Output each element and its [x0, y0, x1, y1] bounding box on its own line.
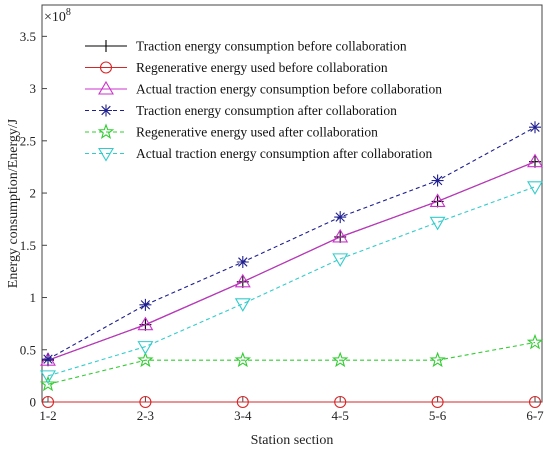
data-point	[234, 298, 251, 312]
y-multiplier: ×108	[44, 7, 71, 25]
data-point	[137, 316, 154, 331]
data-point	[139, 395, 152, 409]
data-point	[527, 153, 543, 168]
data-point	[429, 216, 446, 231]
legend-label: Actual traction energy consumption after…	[136, 146, 433, 161]
legend-item: Traction energy consumption before colla…	[85, 39, 407, 54]
series-line	[47, 161, 536, 361]
data-point	[332, 253, 349, 267]
data-point	[236, 256, 249, 269]
data-point	[429, 351, 446, 368]
data-point	[529, 121, 541, 134]
legend-item: Actual traction energy consumption befor…	[85, 80, 442, 97]
x-tick-label: 1-2	[39, 408, 56, 423]
data-point	[139, 298, 152, 311]
data-point	[528, 395, 542, 409]
series-4	[42, 121, 541, 366]
y-axis-title: Energy consumption/Energy/J	[6, 118, 21, 288]
data-point	[40, 370, 56, 384]
data-point	[234, 351, 251, 368]
series-5	[39, 333, 544, 392]
x-tick-label: 5-6	[429, 408, 447, 423]
legend-item: Actual traction energy consumption after…	[85, 146, 433, 162]
data-point	[42, 353, 54, 366]
series-line	[47, 186, 536, 377]
y-tick-label: 1	[30, 290, 37, 305]
axis-ticks: 1-2 2-3 3-4 4-5 5-6 6-7 0 0.5 1 1.5 2 2.5 3 3.5	[20, 29, 544, 423]
data-point	[527, 181, 543, 195]
data-point	[137, 351, 154, 368]
data-point	[332, 351, 349, 368]
legend-marker	[100, 104, 112, 117]
y-multiplier-exponent: 8	[66, 7, 71, 18]
x-tick-label: 4-5	[332, 408, 349, 423]
legend-marker	[99, 61, 113, 74]
legend-marker	[97, 123, 115, 139]
y-tick-label: 3.5	[20, 29, 36, 44]
data-point	[429, 193, 446, 207]
legend-label: Regenerative energy used before collabor…	[136, 60, 388, 75]
legend-marker	[98, 80, 114, 95]
legend-label: Traction energy consumption before colla…	[136, 39, 407, 54]
y-tick-label: 0	[30, 395, 37, 410]
data-point	[334, 395, 347, 409]
data-point	[234, 273, 251, 288]
x-tick-label: 3-4	[234, 408, 252, 423]
data-point	[332, 228, 349, 243]
x-tick-label: 6-7	[526, 408, 544, 423]
y-tick-label: 1.5	[20, 238, 36, 253]
legend-label: Traction energy consumption after collab…	[136, 103, 397, 118]
x-tick-label: 2-3	[137, 408, 154, 423]
series-6	[40, 181, 543, 384]
series-line	[47, 341, 536, 385]
series-line	[47, 126, 536, 360]
y-multiplier-base: ×10	[44, 10, 66, 25]
legend-label: Regenerative energy used after collabora…	[136, 125, 378, 140]
data-point	[236, 395, 249, 409]
y-tick-label: 0.5	[20, 342, 36, 357]
legend-item: Regenerative energy used before collabor…	[85, 60, 388, 75]
series-layer	[39, 121, 544, 409]
legend-marker	[98, 147, 114, 162]
legend-item: Traction energy consumption after collab…	[85, 103, 397, 118]
data-point	[431, 174, 444, 187]
x-axis-title: Station section	[251, 433, 334, 448]
series-3	[40, 153, 543, 366]
y-tick-label: 2.5	[20, 133, 36, 148]
y-tick-label: 3	[30, 81, 37, 96]
data-point	[526, 333, 544, 350]
legend: Traction energy consumption before colla…	[85, 39, 442, 162]
series-2	[41, 395, 542, 409]
y-tick-label: 2	[30, 186, 37, 201]
data-point	[431, 395, 444, 409]
data-point	[334, 211, 347, 224]
legend-label: Actual traction energy consumption befor…	[136, 82, 442, 97]
legend-item: Regenerative energy used after collabora…	[85, 123, 378, 140]
data-point	[137, 341, 154, 355]
data-point	[39, 375, 57, 392]
legend-marker	[100, 40, 112, 52]
data-point	[41, 395, 55, 409]
